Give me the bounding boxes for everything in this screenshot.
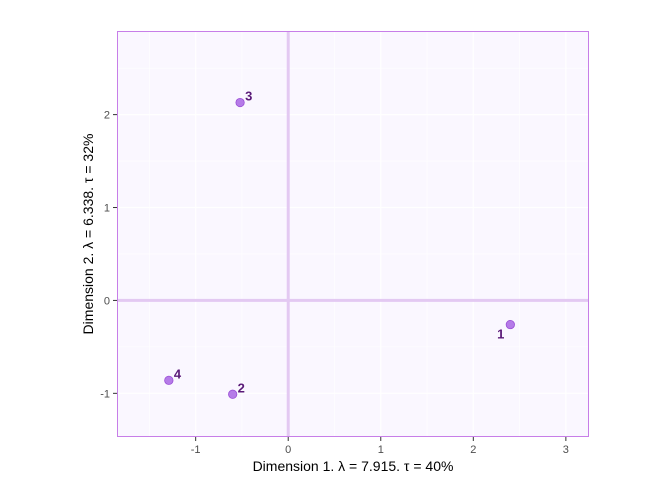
y-tick-label: -1 [100, 388, 110, 400]
x-tick-label: -1 [191, 444, 201, 456]
x-tick-label: 2 [470, 444, 476, 456]
data-point [228, 389, 238, 399]
panel-border [117, 31, 589, 437]
reference-lines [117, 31, 589, 437]
point-label: 3 [245, 89, 252, 104]
data-point [235, 97, 245, 108]
point-label: 2 [238, 380, 245, 395]
point-label: 1 [497, 327, 504, 342]
x-tick-label: 0 [285, 444, 291, 456]
y-tick-label: 0 [104, 295, 110, 307]
x-tick-label: 1 [378, 444, 384, 456]
data-point [164, 375, 174, 385]
x-axis-title: Dimension 1. λ = 7.915. τ = 40% [253, 458, 454, 474]
point-label: 4 [174, 366, 182, 381]
y-axis-title: Dimension 2. λ = 6.338. τ = 32% [80, 134, 96, 335]
data-point [505, 319, 515, 330]
y-tick-label: 2 [104, 110, 110, 122]
data-points: 1 2 3 4 [164, 89, 515, 399]
x-tick-label: 3 [563, 444, 569, 456]
y-tick-label: 1 [104, 203, 110, 215]
panel-background [117, 31, 589, 437]
axis-ticks: -1 0 1 2 3 -1 0 1 2 [100, 110, 569, 456]
